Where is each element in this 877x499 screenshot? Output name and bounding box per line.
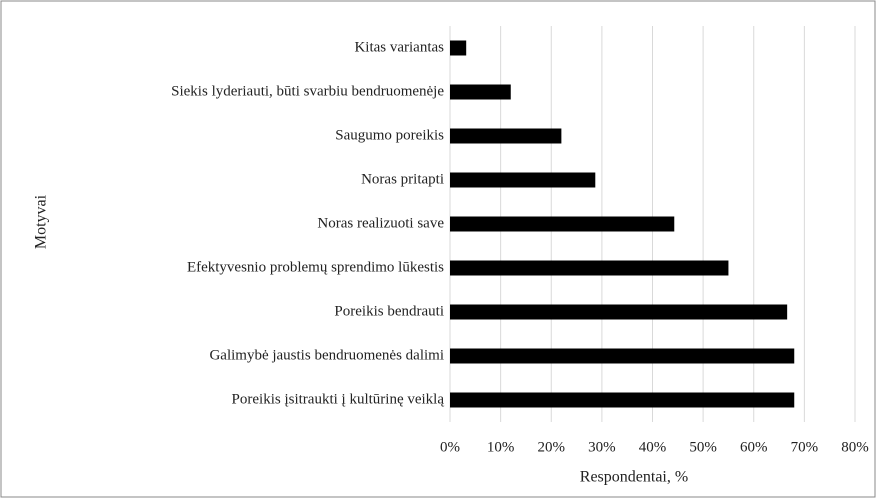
bar [450, 348, 795, 364]
x-tick-label: 40% [639, 439, 667, 455]
y-tick-label: Efektyvesnio problemų sprendimo lūkestis [187, 259, 444, 275]
bar [450, 84, 511, 100]
y-tick-label: Galimybė jaustis bendruomenės dalimi [209, 347, 444, 363]
y-tick-label: Poreikis bendrauti [334, 303, 444, 319]
x-tick-label: 80% [841, 439, 869, 455]
y-tick-label: Noras pritapti [361, 171, 444, 187]
bar [450, 392, 795, 408]
y-tick-label: Saugumo poreikis [335, 127, 444, 143]
y-tick-label: Kitas variantas [354, 39, 444, 55]
y-tick-label: Siekis lyderiauti, būti svarbiu bendruom… [171, 83, 444, 99]
bar [450, 172, 596, 188]
y-tick-label: Poreikis įsitraukti į kultūrinę veiklą [232, 391, 445, 407]
x-tick-label: 50% [689, 439, 717, 455]
x-tick-label: 60% [740, 439, 768, 455]
x-tick-label: 30% [588, 439, 616, 455]
bar [450, 260, 729, 276]
bar [450, 216, 675, 232]
y-tick-label: Noras realizuoti save [317, 215, 444, 231]
x-tick-label: 0% [440, 439, 460, 455]
x-axis-label: Respondentai, % [580, 469, 688, 486]
x-tick-label: 70% [791, 439, 819, 455]
x-tick-label: 20% [538, 439, 566, 455]
y-axis-label: Motyvai [33, 194, 50, 249]
bar [450, 128, 562, 144]
bar [450, 40, 467, 56]
bar [450, 304, 788, 320]
x-tick-label: 10% [487, 439, 515, 455]
